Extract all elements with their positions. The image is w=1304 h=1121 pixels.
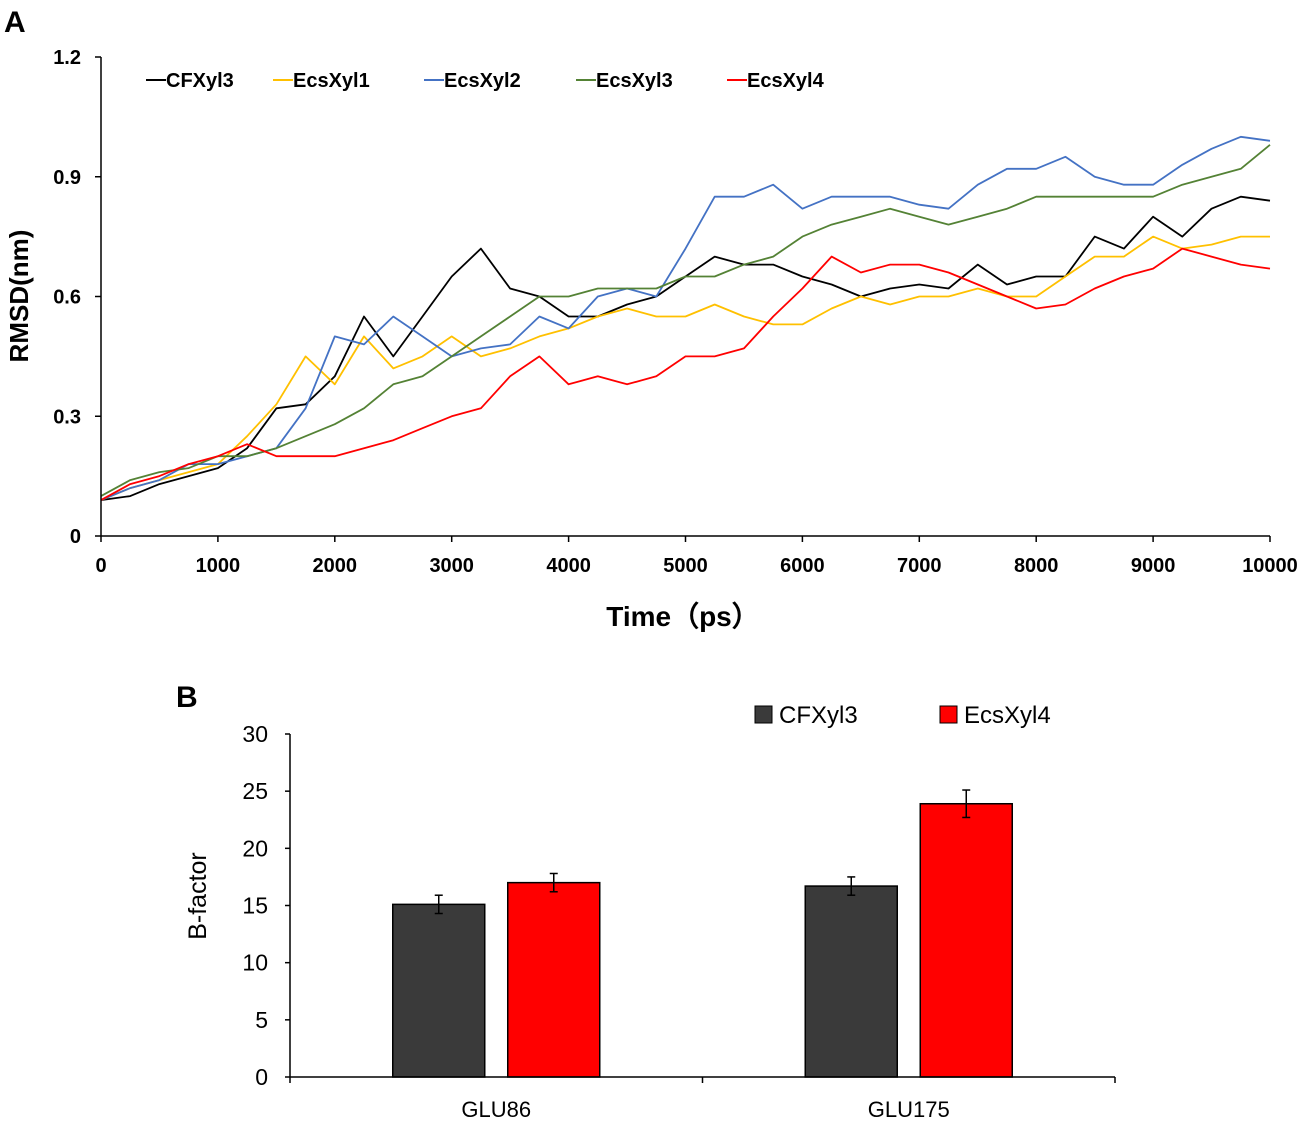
y-tick-label: 0.6 — [53, 287, 81, 309]
x-tick-label: 9000 — [1131, 555, 1176, 577]
x-tick-label: 4000 — [546, 555, 591, 577]
x-tick-label: 8000 — [1014, 555, 1059, 577]
x-tick-label: 7000 — [897, 555, 942, 577]
y-axis-title-b: B-factor — [184, 852, 212, 940]
x-tick-label: 10000 — [1242, 555, 1298, 577]
series-line-EcsXyl2 — [100, 135, 1271, 501]
x-tick-label: 1000 — [196, 555, 241, 577]
x-tick-label: 2000 — [313, 555, 358, 577]
y-tick-label: 0 — [70, 526, 81, 548]
series-line-EcsXyl1 — [100, 235, 1270, 501]
bar-CFXyl3-GLU175 — [804, 885, 898, 1078]
y-tick-label-b: 5 — [255, 1007, 268, 1033]
y-tick-label: 1.2 — [53, 47, 81, 69]
y-tick-label: 0.9 — [53, 167, 81, 189]
series-line-EcsXyl4 — [100, 247, 1271, 501]
y-tick-label-b: 10 — [242, 950, 268, 976]
legend-swatch-b-CFXyl3 — [754, 705, 773, 724]
legend-label-b-EcsXyl4: EcsXyl4 — [964, 702, 1051, 729]
bar-EcsXyl4-GLU86 — [507, 881, 601, 1078]
x-category-label: GLU175 — [868, 1097, 950, 1121]
legend-label-EcsXyl2: EcsXyl2 — [444, 70, 521, 92]
y-tick-label-b: 30 — [242, 721, 268, 747]
panel-label-a: A — [4, 6, 26, 39]
bar-CFXyl3-GLU86 — [392, 903, 486, 1078]
rmsd-line-chart: A 0 1000 2000 3000 4000 5000 6000 7000 8000 9000 1… — [4, 6, 1298, 632]
series-line-EcsXyl3 — [100, 144, 1271, 497]
y-tick-label-b: 0 — [255, 1064, 268, 1090]
legend-label-b-CFXyl3: CFXyl3 — [779, 702, 858, 729]
x-tick-label: 0 — [95, 555, 106, 577]
y-tick-label-b: 25 — [242, 778, 268, 804]
y-tick-label-b: 20 — [242, 835, 268, 861]
y-tick-label-b: 15 — [242, 893, 268, 919]
legend-swatch-b-EcsXyl4 — [939, 705, 958, 724]
x-tick-label: 6000 — [780, 555, 825, 577]
panel-label-b: B — [176, 681, 198, 714]
y-axis-title: RMSD(nm) — [4, 230, 34, 363]
y-tick-label: 0.3 — [53, 406, 81, 428]
legend-label-CFXyl3: CFXyl3 — [166, 70, 234, 92]
series-line-CFXyl3 — [100, 195, 1271, 501]
x-tick-label: 5000 — [663, 555, 708, 577]
legend-label-EcsXyl1: EcsXyl1 — [293, 70, 370, 92]
x-tick-label: 3000 — [429, 555, 474, 577]
x-category-label: GLU86 — [461, 1097, 531, 1121]
bar-EcsXyl4-GLU175 — [919, 802, 1013, 1078]
x-axis-title: Time（ps） — [606, 600, 760, 632]
legend-label-EcsXyl4: EcsXyl4 — [747, 70, 825, 92]
legend-label-EcsXyl3: EcsXyl3 — [596, 70, 673, 92]
